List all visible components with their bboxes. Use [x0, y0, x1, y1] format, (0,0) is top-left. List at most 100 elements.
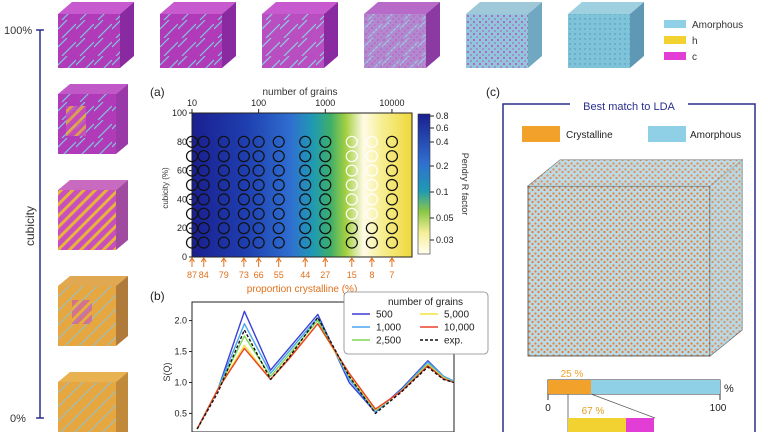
sample-circle	[345, 164, 358, 177]
sample-circle	[299, 178, 312, 192]
sq-legend-label-0: 500	[376, 310, 393, 321]
sample-circle	[217, 236, 230, 249]
sample-circle	[365, 222, 378, 235]
sample-circle	[217, 178, 230, 192]
sample-circle	[299, 135, 312, 148]
cb-tick-label-1: 0.6	[436, 123, 449, 133]
sample-circle	[385, 178, 399, 192]
sample-circle	[185, 135, 199, 148]
sample-circle	[237, 193, 250, 206]
sample-circle	[319, 222, 332, 235]
panel-a-y-ticks: 0 20 40 60 80 100	[172, 108, 192, 262]
cb-tick-label-2: 0.4	[436, 137, 449, 147]
top-cube-row	[58, 2, 644, 68]
cube-left-3	[58, 276, 128, 346]
sample-circle	[345, 207, 358, 220]
legend-label-c: c	[692, 52, 697, 63]
legend-swatch-amorphous-c	[648, 126, 686, 142]
left-cube-column	[58, 84, 128, 432]
sq-legend-label-4: 2,500	[376, 336, 401, 347]
cube-top-3	[262, 2, 338, 68]
sample-circle	[237, 207, 250, 220]
panel-a-ylabel: cubicity (%)	[161, 167, 170, 209]
bar-tick-0: 0	[545, 403, 551, 414]
sample-circle	[252, 236, 265, 249]
sample-circle	[197, 207, 210, 220]
crystalline-tick-7: 27	[320, 270, 330, 280]
legend-swatch-amorphous	[664, 20, 686, 28]
cube-left-1	[58, 84, 128, 154]
sample-circle	[272, 193, 285, 206]
sample-circle	[185, 164, 199, 177]
legend-label-crystalline: Crystalline	[566, 130, 613, 141]
a-ytick-label-3: 60	[177, 166, 187, 176]
crystalline-tick-4: 66	[254, 270, 264, 280]
sample-circle	[385, 236, 399, 249]
heatmap-sample-circles	[185, 135, 399, 249]
sample-circle	[299, 222, 312, 235]
sample-circle	[365, 150, 378, 163]
sample-circle	[217, 164, 230, 177]
sample-circle	[217, 193, 230, 206]
sample-circle	[299, 207, 312, 220]
sq-line-10000	[196, 323, 455, 430]
sample-circle	[272, 164, 285, 177]
top-tick-label-0: 10	[187, 98, 197, 108]
sample-circle	[217, 150, 230, 163]
panel-c: (c) Best match to LDA Crystalline Amorpho…	[486, 85, 756, 432]
sample-circle	[197, 236, 210, 249]
crystalline-arrowhead-1	[200, 257, 207, 263]
sample-circle	[272, 236, 285, 249]
cb-tick-label-4: 0.1	[436, 187, 449, 197]
crystalline-arrowhead-7	[322, 257, 329, 263]
sample-circle	[345, 193, 358, 206]
crystalline-tick-9: 8	[369, 270, 374, 280]
sq-legend-label-2: 1,000	[376, 323, 401, 334]
legend-swatch-crystalline	[522, 126, 560, 142]
sample-circle	[365, 236, 378, 249]
sample-circle	[385, 164, 399, 177]
sample-circle	[197, 150, 210, 163]
b-ytick-label-0: 0.5	[174, 408, 187, 418]
cube-top-6	[568, 2, 644, 68]
b-ytick-label-3: 2.0	[174, 316, 187, 326]
sample-circle	[272, 222, 285, 235]
crystalline-arrowhead-9	[368, 257, 375, 263]
cubicity-axis: 100% 0% cubicity	[4, 25, 44, 425]
sq-line-exp	[196, 316, 455, 430]
crystalline-fraction-bar: 25 % % 0 100 67 %	[545, 369, 734, 432]
b-ytick-label-2: 1.5	[174, 347, 187, 357]
sq-legend-items: 500 5,000 1,000 10,000 2,500 exp.	[352, 310, 475, 347]
sample-circle	[237, 150, 250, 163]
crystalline-tick-3: 73	[239, 270, 249, 280]
cube-top-1	[58, 2, 134, 68]
sample-circle	[237, 135, 250, 148]
sample-circle	[299, 236, 312, 249]
sample-circle	[385, 222, 399, 235]
sample-circle	[272, 178, 285, 192]
crystalline-tick-10: 7	[389, 270, 394, 280]
sq-legend-label-3: 10,000	[444, 323, 475, 334]
crystalline-arrowhead-6	[302, 257, 309, 263]
crystalline-tick-6: 44	[300, 270, 310, 280]
heatmap-field	[192, 113, 412, 257]
legend-swatch-c	[664, 52, 686, 60]
sample-circle	[252, 207, 265, 220]
cube-top-5	[466, 2, 542, 68]
sample-circle	[299, 193, 312, 206]
panel-c-title: Best match to LDA	[583, 101, 675, 113]
cubicity-top-tick: 100%	[4, 25, 32, 37]
legend-label-amorphous: Amorphous	[692, 20, 743, 31]
sample-circle	[365, 178, 378, 192]
sq-plot-frame	[191, 301, 455, 432]
panel-a-bottom-axis-label: proportion crystalline (%)	[247, 284, 358, 295]
sample-circle	[385, 150, 399, 163]
sample-circle	[197, 178, 210, 192]
sample-circle	[185, 222, 199, 235]
sample-circle	[319, 193, 332, 206]
sample-circle	[237, 222, 250, 235]
sample-circle	[319, 135, 332, 148]
top-tick-label-1: 100	[251, 98, 266, 108]
sample-circle	[365, 207, 378, 220]
a-ytick-label-5: 100	[172, 108, 187, 118]
